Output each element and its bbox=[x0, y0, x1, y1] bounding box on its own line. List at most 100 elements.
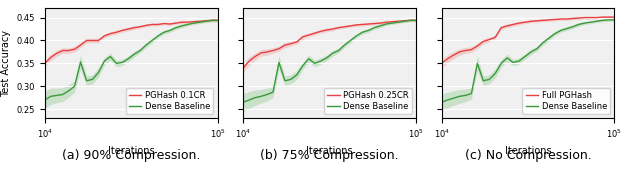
Text: (b) 75% Compression.: (b) 75% Compression. bbox=[260, 149, 399, 162]
Full PGHash bbox=[557, 18, 564, 20]
Dense Baseline bbox=[598, 19, 606, 21]
Full PGHash bbox=[444, 58, 451, 60]
Dense Baseline bbox=[47, 95, 54, 97]
Full PGHash bbox=[569, 18, 577, 20]
Dense Baseline bbox=[509, 62, 517, 64]
Dense Baseline bbox=[444, 99, 451, 101]
PGHash 0.25CR bbox=[287, 43, 294, 45]
Full PGHash bbox=[575, 17, 582, 19]
Dense Baseline bbox=[239, 101, 247, 103]
PGHash 0.1CR bbox=[166, 23, 174, 25]
Dense Baseline bbox=[406, 19, 414, 21]
PGHash 0.1CR bbox=[106, 33, 114, 35]
Dense Baseline bbox=[371, 27, 378, 29]
PGHash 0.1CR bbox=[95, 40, 102, 42]
PGHash 0.25CR bbox=[353, 24, 360, 26]
PGHash 0.25CR bbox=[382, 21, 390, 23]
Full PGHash bbox=[605, 16, 612, 18]
Dense Baseline bbox=[196, 21, 204, 23]
Dense Baseline bbox=[479, 80, 487, 82]
PGHash 0.25CR bbox=[394, 20, 402, 22]
Full PGHash bbox=[461, 50, 469, 52]
Full PGHash bbox=[521, 21, 529, 23]
PGHash 0.25CR bbox=[305, 34, 312, 36]
Dense Baseline bbox=[281, 80, 289, 82]
X-axis label: Iterations: Iterations bbox=[505, 146, 551, 156]
Full PGHash bbox=[456, 51, 463, 53]
Dense Baseline bbox=[551, 33, 559, 35]
Dense Baseline bbox=[347, 40, 355, 42]
Dense Baseline bbox=[376, 25, 384, 27]
Full PGHash bbox=[450, 54, 458, 56]
Dense Baseline bbox=[329, 52, 337, 54]
Full PGHash bbox=[563, 18, 571, 20]
PGHash 0.25CR bbox=[412, 19, 420, 21]
Full PGHash bbox=[533, 20, 541, 22]
PGHash 0.1CR bbox=[214, 19, 221, 21]
Dense Baseline bbox=[214, 19, 221, 21]
PGHash 0.1CR bbox=[65, 50, 72, 52]
PGHash 0.25CR bbox=[340, 26, 348, 28]
Dense Baseline bbox=[65, 90, 72, 92]
Dense Baseline bbox=[492, 73, 499, 75]
Full PGHash bbox=[492, 36, 499, 38]
Dense Baseline bbox=[71, 85, 79, 87]
Dense Baseline bbox=[160, 31, 168, 33]
PGHash 0.1CR bbox=[124, 28, 132, 30]
Dense Baseline bbox=[77, 61, 84, 63]
PGHash 0.25CR bbox=[281, 44, 289, 46]
Dense Baseline bbox=[323, 57, 330, 59]
Dense Baseline bbox=[461, 94, 469, 96]
Dense Baseline bbox=[521, 55, 529, 57]
PGHash 0.1CR bbox=[148, 23, 156, 26]
PGHash 0.1CR bbox=[53, 52, 61, 54]
Dense Baseline bbox=[131, 53, 138, 55]
Full PGHash bbox=[503, 25, 511, 27]
Dense Baseline bbox=[353, 35, 360, 37]
PGHash 0.1CR bbox=[100, 35, 108, 37]
PGHash 0.1CR bbox=[202, 20, 209, 22]
Dense Baseline bbox=[605, 19, 612, 21]
PGHash 0.1CR bbox=[160, 22, 168, 25]
Dense Baseline bbox=[118, 62, 126, 64]
Dense Baseline bbox=[252, 97, 259, 99]
Full PGHash bbox=[468, 49, 476, 51]
PGHash 0.1CR bbox=[172, 22, 180, 24]
PGHash 0.1CR bbox=[47, 56, 54, 58]
Dense Baseline bbox=[275, 62, 283, 64]
PGHash 0.1CR bbox=[113, 31, 120, 33]
Legend: PGHash 0.25CR, Dense Baseline: PGHash 0.25CR, Dense Baseline bbox=[324, 88, 412, 114]
Dense Baseline bbox=[365, 29, 372, 31]
PGHash 0.25CR bbox=[293, 41, 301, 43]
PGHash 0.25CR bbox=[269, 50, 277, 52]
Dense Baseline bbox=[59, 93, 67, 95]
Full PGHash bbox=[509, 23, 517, 26]
PGHash 0.1CR bbox=[77, 44, 84, 46]
Dense Baseline bbox=[394, 21, 402, 23]
Dense Baseline bbox=[106, 55, 114, 57]
Dense Baseline bbox=[88, 78, 96, 80]
Dense Baseline bbox=[438, 101, 445, 103]
Dense Baseline bbox=[358, 31, 366, 33]
Dense Baseline bbox=[208, 19, 216, 21]
Dense Baseline bbox=[305, 58, 312, 60]
Dense Baseline bbox=[83, 80, 90, 82]
PGHash 0.1CR bbox=[83, 40, 90, 42]
Dense Baseline bbox=[468, 93, 476, 95]
PGHash 0.25CR bbox=[311, 32, 319, 34]
PGHash 0.25CR bbox=[252, 55, 259, 57]
Dense Baseline bbox=[148, 40, 156, 42]
Legend: PGHash 0.1CR, Dense Baseline: PGHash 0.1CR, Dense Baseline bbox=[125, 88, 213, 114]
Dense Baseline bbox=[257, 95, 265, 97]
Dense Baseline bbox=[166, 29, 174, 31]
PGHash 0.25CR bbox=[245, 60, 253, 62]
Dense Baseline bbox=[340, 44, 348, 46]
PGHash 0.1CR bbox=[142, 24, 150, 26]
Dense Baseline bbox=[474, 62, 481, 64]
Dense Baseline bbox=[539, 42, 547, 44]
Dense Baseline bbox=[100, 60, 108, 62]
Dense Baseline bbox=[533, 48, 541, 50]
Text: (a) 90% Compression.: (a) 90% Compression. bbox=[62, 149, 200, 162]
PGHash 0.1CR bbox=[71, 48, 79, 50]
Full PGHash bbox=[438, 62, 445, 64]
